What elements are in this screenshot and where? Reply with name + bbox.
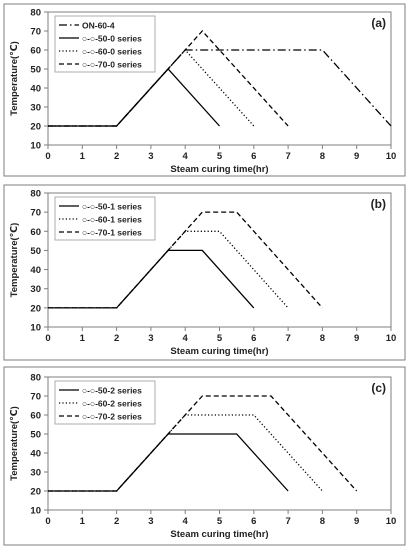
series-line [48, 414, 323, 492]
legend-label: ○-○-70-2 series [82, 411, 142, 421]
y-tick-label: 10 [30, 506, 41, 517]
x-tick-label: 2 [114, 516, 119, 527]
x-tick-label: 3 [148, 333, 153, 344]
y-tick-label: 80 [30, 8, 41, 19]
panel-label: (b) [371, 197, 386, 211]
series-line [48, 433, 289, 492]
y-tick-label: 60 [30, 46, 41, 57]
panel-label: (a) [371, 16, 386, 30]
x-tick-label: 3 [148, 516, 153, 527]
y-tick-label: 30 [30, 284, 41, 295]
legend-label: ○-○-60-2 series [82, 398, 142, 408]
x-tick-label: 10 [386, 333, 397, 344]
y-tick-label: 70 [30, 392, 41, 403]
x-tick-label: 6 [251, 151, 256, 162]
x-tick-label: 4 [183, 151, 189, 162]
y-tick-label: 60 [30, 227, 41, 238]
x-tick-label: 10 [386, 151, 397, 162]
y-tick-label: 20 [30, 122, 41, 133]
x-tick-label: 10 [386, 516, 397, 527]
legend-label: ○-○-70-0 series [82, 59, 142, 69]
legend-box [54, 15, 156, 73]
x-tick-label: 9 [354, 516, 359, 527]
x-tick-label: 0 [45, 333, 50, 344]
series-line [48, 211, 323, 309]
x-tick-label: 8 [320, 151, 325, 162]
x-tick-label: 4 [183, 516, 189, 527]
x-tick-label: 0 [45, 516, 50, 527]
y-tick-label: 40 [30, 449, 41, 460]
legend-label: ○-○-50-0 series [82, 33, 142, 43]
panel-frame [3, 3, 406, 177]
y-tick-label: 30 [30, 103, 41, 114]
x-tick-label: 2 [114, 151, 119, 162]
series-line [48, 68, 220, 127]
x-tick-label: 1 [80, 151, 86, 162]
chart-panel-3: 0 1 2 3 4 5 6 7 8 9 10 10 20 30 40 50 60 70 80 Steam curing… [3, 366, 406, 546]
series-line [48, 230, 289, 309]
x-tick-label: 8 [320, 516, 325, 527]
panel-frame [3, 366, 406, 546]
y-tick-label: 70 [30, 27, 41, 38]
y-tick-label: 50 [30, 246, 41, 257]
y-axis-label: Temperature(℃) [9, 223, 20, 298]
y-tick-label: 40 [30, 84, 41, 95]
x-tick-label: 6 [251, 516, 256, 527]
chart-panel-1: 0 1 2 3 4 5 6 7 8 9 10 10 20 30 40 50 60 70 80 Steam curing… [3, 3, 406, 177]
y-axis-label: Temperature(℃) [9, 41, 20, 116]
x-tick-label: 7 [285, 333, 290, 344]
y-tick-label: 70 [30, 208, 41, 219]
x-tick-label: 0 [45, 151, 50, 162]
y-tick-label: 80 [30, 373, 41, 384]
y-tick-label: 50 [30, 65, 41, 76]
x-tick-label: 2 [114, 333, 119, 344]
x-tick-label: 7 [285, 516, 290, 527]
x-tick-label: 1 [80, 516, 86, 527]
legend-label: ○-○-60-1 series [82, 214, 142, 224]
x-tick-label: 6 [251, 333, 256, 344]
x-axis-label: Steam curing time(hr) [170, 164, 268, 175]
panel-label: (c) [371, 381, 386, 395]
panel-frame [3, 184, 406, 361]
legend-box [54, 196, 156, 241]
y-axis-label: Temperature(℃) [9, 406, 20, 481]
chart-panel-2: 0 1 2 3 4 5 6 7 8 9 10 10 20 30 40 50 60 70 80 Steam curing… [3, 184, 406, 361]
y-tick-label: 50 [30, 430, 41, 441]
x-tick-label: 4 [183, 333, 189, 344]
x-axis-label: Steam curing time(hr) [170, 529, 268, 540]
y-tick-label: 30 [30, 468, 41, 479]
series-line [48, 249, 255, 309]
y-tick-label: 40 [30, 265, 41, 276]
legend-label: ON-60-4 [82, 20, 115, 30]
x-tick-label: 8 [320, 333, 325, 344]
x-tick-label: 5 [217, 151, 223, 162]
legend-box [54, 380, 156, 425]
series-line [48, 395, 358, 492]
legend-label: ○-○-70-1 series [82, 227, 142, 237]
x-axis-label: Steam curing time(hr) [170, 346, 268, 357]
x-tick-label: 5 [217, 333, 223, 344]
y-tick-label: 20 [30, 303, 41, 314]
y-tick-label: 20 [30, 487, 41, 498]
y-tick-label: 10 [30, 323, 41, 334]
x-tick-label: 9 [354, 333, 359, 344]
legend-label: ○-○-60-0 series [82, 46, 142, 56]
series-line [48, 30, 289, 127]
x-tick-label: 9 [354, 151, 359, 162]
y-tick-label: 80 [30, 189, 41, 200]
x-tick-label: 3 [148, 151, 153, 162]
y-tick-label: 10 [30, 141, 41, 152]
x-tick-label: 7 [285, 151, 290, 162]
legend-label: ○-○-50-1 series [82, 201, 142, 211]
y-tick-label: 60 [30, 411, 41, 422]
legend-label: ○-○-50-2 series [82, 385, 142, 395]
x-tick-label: 5 [217, 516, 223, 527]
x-tick-label: 1 [80, 333, 86, 344]
